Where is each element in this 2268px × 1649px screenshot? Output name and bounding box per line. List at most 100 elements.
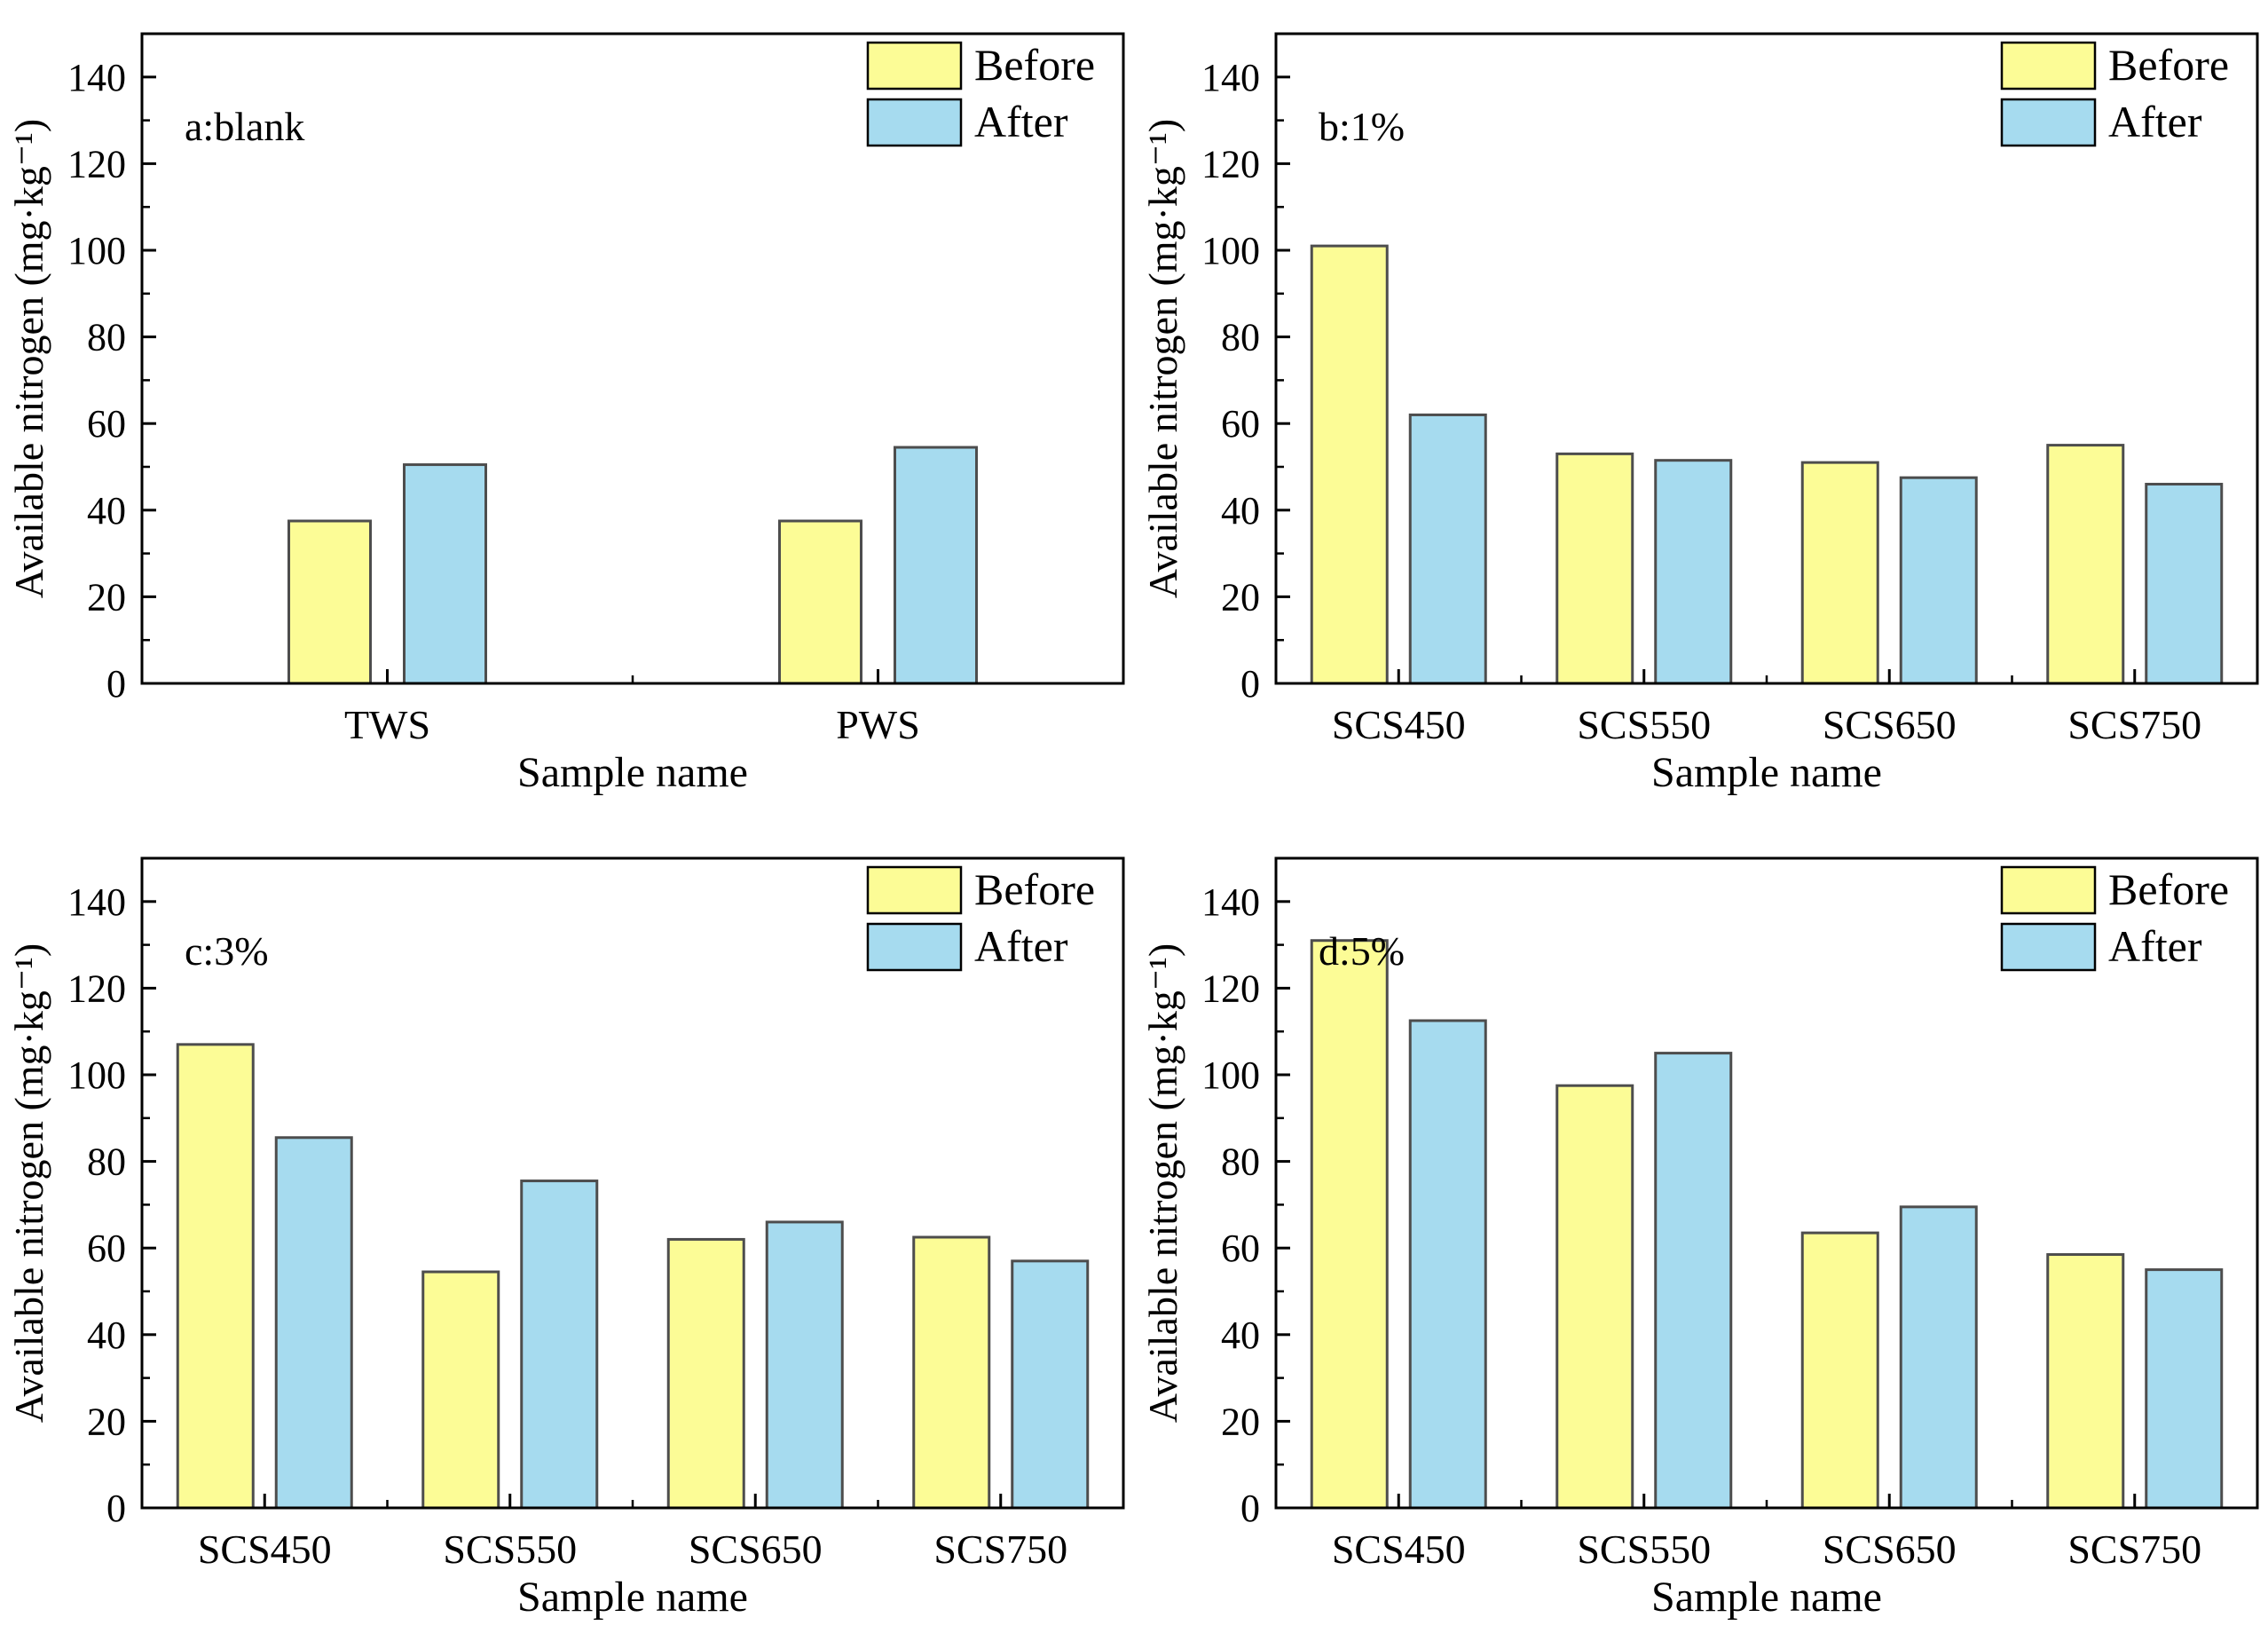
x-tick-label: SCS650 xyxy=(1823,1527,1957,1572)
bar-after-SCS750 xyxy=(2145,483,2224,685)
bar-after-SCS450 xyxy=(1408,1019,1487,1510)
y-tick-label: 100 xyxy=(67,1053,126,1097)
legend-label-after: After xyxy=(2108,921,2202,971)
bar-before-SCS550 xyxy=(1555,1084,1634,1510)
legend-swatch-before xyxy=(2000,41,2097,91)
chart-panel-b: 0 20 40 60 80 100 120 140 SCS450 SCS550 SCS650 SCS7… xyxy=(1134,0,2268,824)
y-axis-title: Available nitrogen (mg·kg⁻¹) xyxy=(6,943,51,1424)
bar-after-SCS550 xyxy=(1654,1052,1733,1510)
legend-swatch-after xyxy=(866,922,963,972)
chart-svg-d: 0 20 40 60 80 100 120 140 SCS450 SCS550 SCS650 SCS7… xyxy=(1140,856,2259,1621)
legend-swatch-after xyxy=(2000,98,2097,147)
panel-label-b: b:1% xyxy=(1319,104,1405,149)
x-tick-label: SCS750 xyxy=(933,1527,1067,1572)
chart-svg-b: 0 20 40 60 80 100 120 140 SCS450 SCS550 SCS650 SCS7… xyxy=(1140,32,2259,796)
y-tick-label: 80 xyxy=(1221,1140,1260,1184)
legend: Before After xyxy=(866,864,1095,972)
legend-label-before: Before xyxy=(974,864,1095,914)
x-tick-label: SCS650 xyxy=(689,1527,823,1572)
y-tick-label: 0 xyxy=(1240,662,1260,706)
bar-after-SCS450 xyxy=(1408,413,1487,685)
bar-before-SCS650 xyxy=(1800,461,1879,685)
y-tick-label: 140 xyxy=(67,56,126,99)
y-tick-label: 40 xyxy=(87,489,126,533)
y-tick-label: 60 xyxy=(87,1227,126,1270)
y-tick-label: 140 xyxy=(1201,880,1260,924)
y-tick-label: 40 xyxy=(1221,489,1260,533)
y-tick-label: 40 xyxy=(1221,1314,1260,1357)
y-tick-label: 120 xyxy=(1201,142,1260,185)
y-tick-label: 80 xyxy=(87,1140,126,1184)
legend: Before After xyxy=(866,40,1095,147)
y-tick-label: 140 xyxy=(67,880,126,924)
bar-before-PWS xyxy=(778,519,862,685)
y-tick-label: 100 xyxy=(1201,229,1260,272)
x-axis-title: Sample name xyxy=(1651,749,1882,796)
legend-label-after: After xyxy=(974,921,1068,971)
x-tick-label: TWS xyxy=(344,702,430,747)
y-tick-label: 20 xyxy=(1221,575,1260,619)
legend-label-after: After xyxy=(2108,97,2202,146)
bar-after-SCS450 xyxy=(274,1136,353,1510)
bar-before-SCS750 xyxy=(2046,1253,2125,1510)
legend-label-before: Before xyxy=(2108,864,2229,914)
y-axis-title: Available nitrogen (mg·kg⁻¹) xyxy=(1140,943,1185,1424)
panel-label-a: a:blank xyxy=(185,104,304,149)
y-tick-label: 60 xyxy=(87,402,126,446)
bar-after-PWS xyxy=(894,446,978,685)
bar-after-SCS650 xyxy=(765,1220,844,1510)
y-tick-label: 80 xyxy=(1221,316,1260,359)
chart-svg-c: 0 20 40 60 80 100 120 140 SCS450 SCS550 SCS650 SCS7… xyxy=(6,856,1125,1621)
bar-after-TWS xyxy=(403,463,487,685)
legend-label-before: Before xyxy=(974,40,1095,90)
bar-before-SCS450 xyxy=(1310,939,1389,1510)
bar-before-SCS750 xyxy=(912,1235,991,1510)
y-tick-label: 120 xyxy=(67,967,126,1010)
panel-label-c: c:3% xyxy=(185,928,269,974)
y-tick-label: 40 xyxy=(87,1314,126,1357)
bar-before-SCS550 xyxy=(1555,452,1634,685)
legend-label-after: After xyxy=(974,97,1068,146)
y-tick-label: 0 xyxy=(106,1487,126,1530)
x-tick-label: SCS450 xyxy=(1332,702,1466,747)
bar-before-SCS550 xyxy=(421,1270,500,1510)
y-tick-label: 20 xyxy=(1221,1400,1260,1443)
legend-swatch-before xyxy=(866,865,963,915)
y-tick-label: 20 xyxy=(87,1400,126,1443)
y-tick-label: 100 xyxy=(1201,1053,1260,1097)
chart-panel-a: 0 20 40 60 80 100 120 140 TWS PWS Sample name Avail… xyxy=(0,0,1134,824)
x-tick-label: SCS450 xyxy=(1332,1527,1466,1572)
bar-before-SCS450 xyxy=(1310,244,1389,685)
bar-before-SCS750 xyxy=(2046,444,2125,685)
bar-before-SCS650 xyxy=(1800,1231,1879,1510)
bar-after-SCS750 xyxy=(2145,1268,2224,1510)
x-tick-label: SCS550 xyxy=(443,1527,577,1572)
legend-swatch-before xyxy=(2000,865,2097,915)
y-axis-title: Available nitrogen (mg·kg⁻¹) xyxy=(6,119,51,599)
chart-panel-d: 0 20 40 60 80 100 120 140 SCS450 SCS550 SCS650 SCS7… xyxy=(1134,824,2268,1649)
panel-label-d: d:5% xyxy=(1319,928,1405,974)
bar-after-SCS650 xyxy=(1899,476,1978,685)
y-tick-label: 0 xyxy=(1240,1487,1260,1530)
legend-swatch-after xyxy=(866,98,963,147)
x-axis-title: Sample name xyxy=(517,749,748,796)
legend: Before After xyxy=(2000,40,2229,147)
bar-before-SCS650 xyxy=(666,1237,745,1510)
x-tick-label: SCS750 xyxy=(2067,702,2201,747)
bar-after-SCS550 xyxy=(520,1180,599,1510)
x-tick-label: PWS xyxy=(836,702,920,747)
legend-swatch-after xyxy=(2000,922,2097,972)
bar-after-SCS650 xyxy=(1899,1205,1978,1510)
x-tick-label: SCS550 xyxy=(1577,1527,1711,1572)
y-tick-label: 60 xyxy=(1221,402,1260,446)
x-axis-title: Sample name xyxy=(1651,1574,1882,1621)
bar-after-SCS550 xyxy=(1654,459,1733,685)
y-tick-label: 80 xyxy=(87,316,126,359)
y-axis-title: Available nitrogen (mg·kg⁻¹) xyxy=(1140,119,1185,599)
y-tick-label: 120 xyxy=(67,142,126,185)
x-tick-label: SCS550 xyxy=(1577,702,1711,747)
x-tick-label: SCS450 xyxy=(198,1527,332,1572)
y-tick-label: 60 xyxy=(1221,1227,1260,1270)
y-tick-label: 20 xyxy=(87,575,126,619)
